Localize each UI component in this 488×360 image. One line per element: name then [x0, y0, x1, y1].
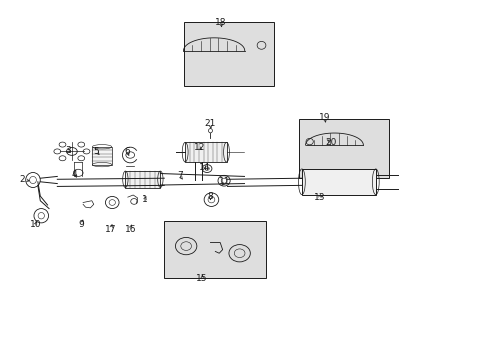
Text: 3: 3	[65, 146, 71, 155]
Text: 7: 7	[177, 171, 183, 180]
Text: 17: 17	[105, 225, 116, 234]
Text: 9: 9	[79, 220, 84, 229]
Text: 1: 1	[142, 195, 147, 204]
Bar	[183, 22, 273, 86]
Text: 6: 6	[123, 147, 129, 156]
Text: 2: 2	[19, 175, 29, 184]
Ellipse shape	[30, 176, 36, 184]
Text: 20: 20	[325, 138, 336, 147]
Text: 21: 21	[204, 119, 216, 128]
Text: 8: 8	[207, 192, 213, 201]
Text: 13: 13	[313, 193, 325, 202]
Bar	[92, 147, 112, 165]
Text: 11: 11	[219, 177, 230, 186]
Bar	[301, 169, 375, 195]
Text: 15: 15	[196, 274, 207, 283]
Text: 12: 12	[193, 143, 204, 152]
Ellipse shape	[204, 167, 209, 170]
Bar	[185, 142, 226, 162]
Ellipse shape	[221, 178, 226, 183]
Text: 19: 19	[318, 113, 330, 122]
Text: 4: 4	[72, 170, 78, 179]
Text: 14: 14	[199, 163, 210, 172]
Bar	[298, 119, 388, 178]
Bar	[164, 221, 266, 278]
Text: 10: 10	[30, 220, 41, 229]
Bar	[125, 171, 160, 188]
Text: 16: 16	[124, 225, 136, 234]
Ellipse shape	[109, 200, 115, 205]
Text: 5: 5	[93, 147, 99, 156]
Ellipse shape	[38, 212, 44, 219]
Ellipse shape	[207, 197, 214, 203]
Text: 18: 18	[215, 18, 226, 27]
